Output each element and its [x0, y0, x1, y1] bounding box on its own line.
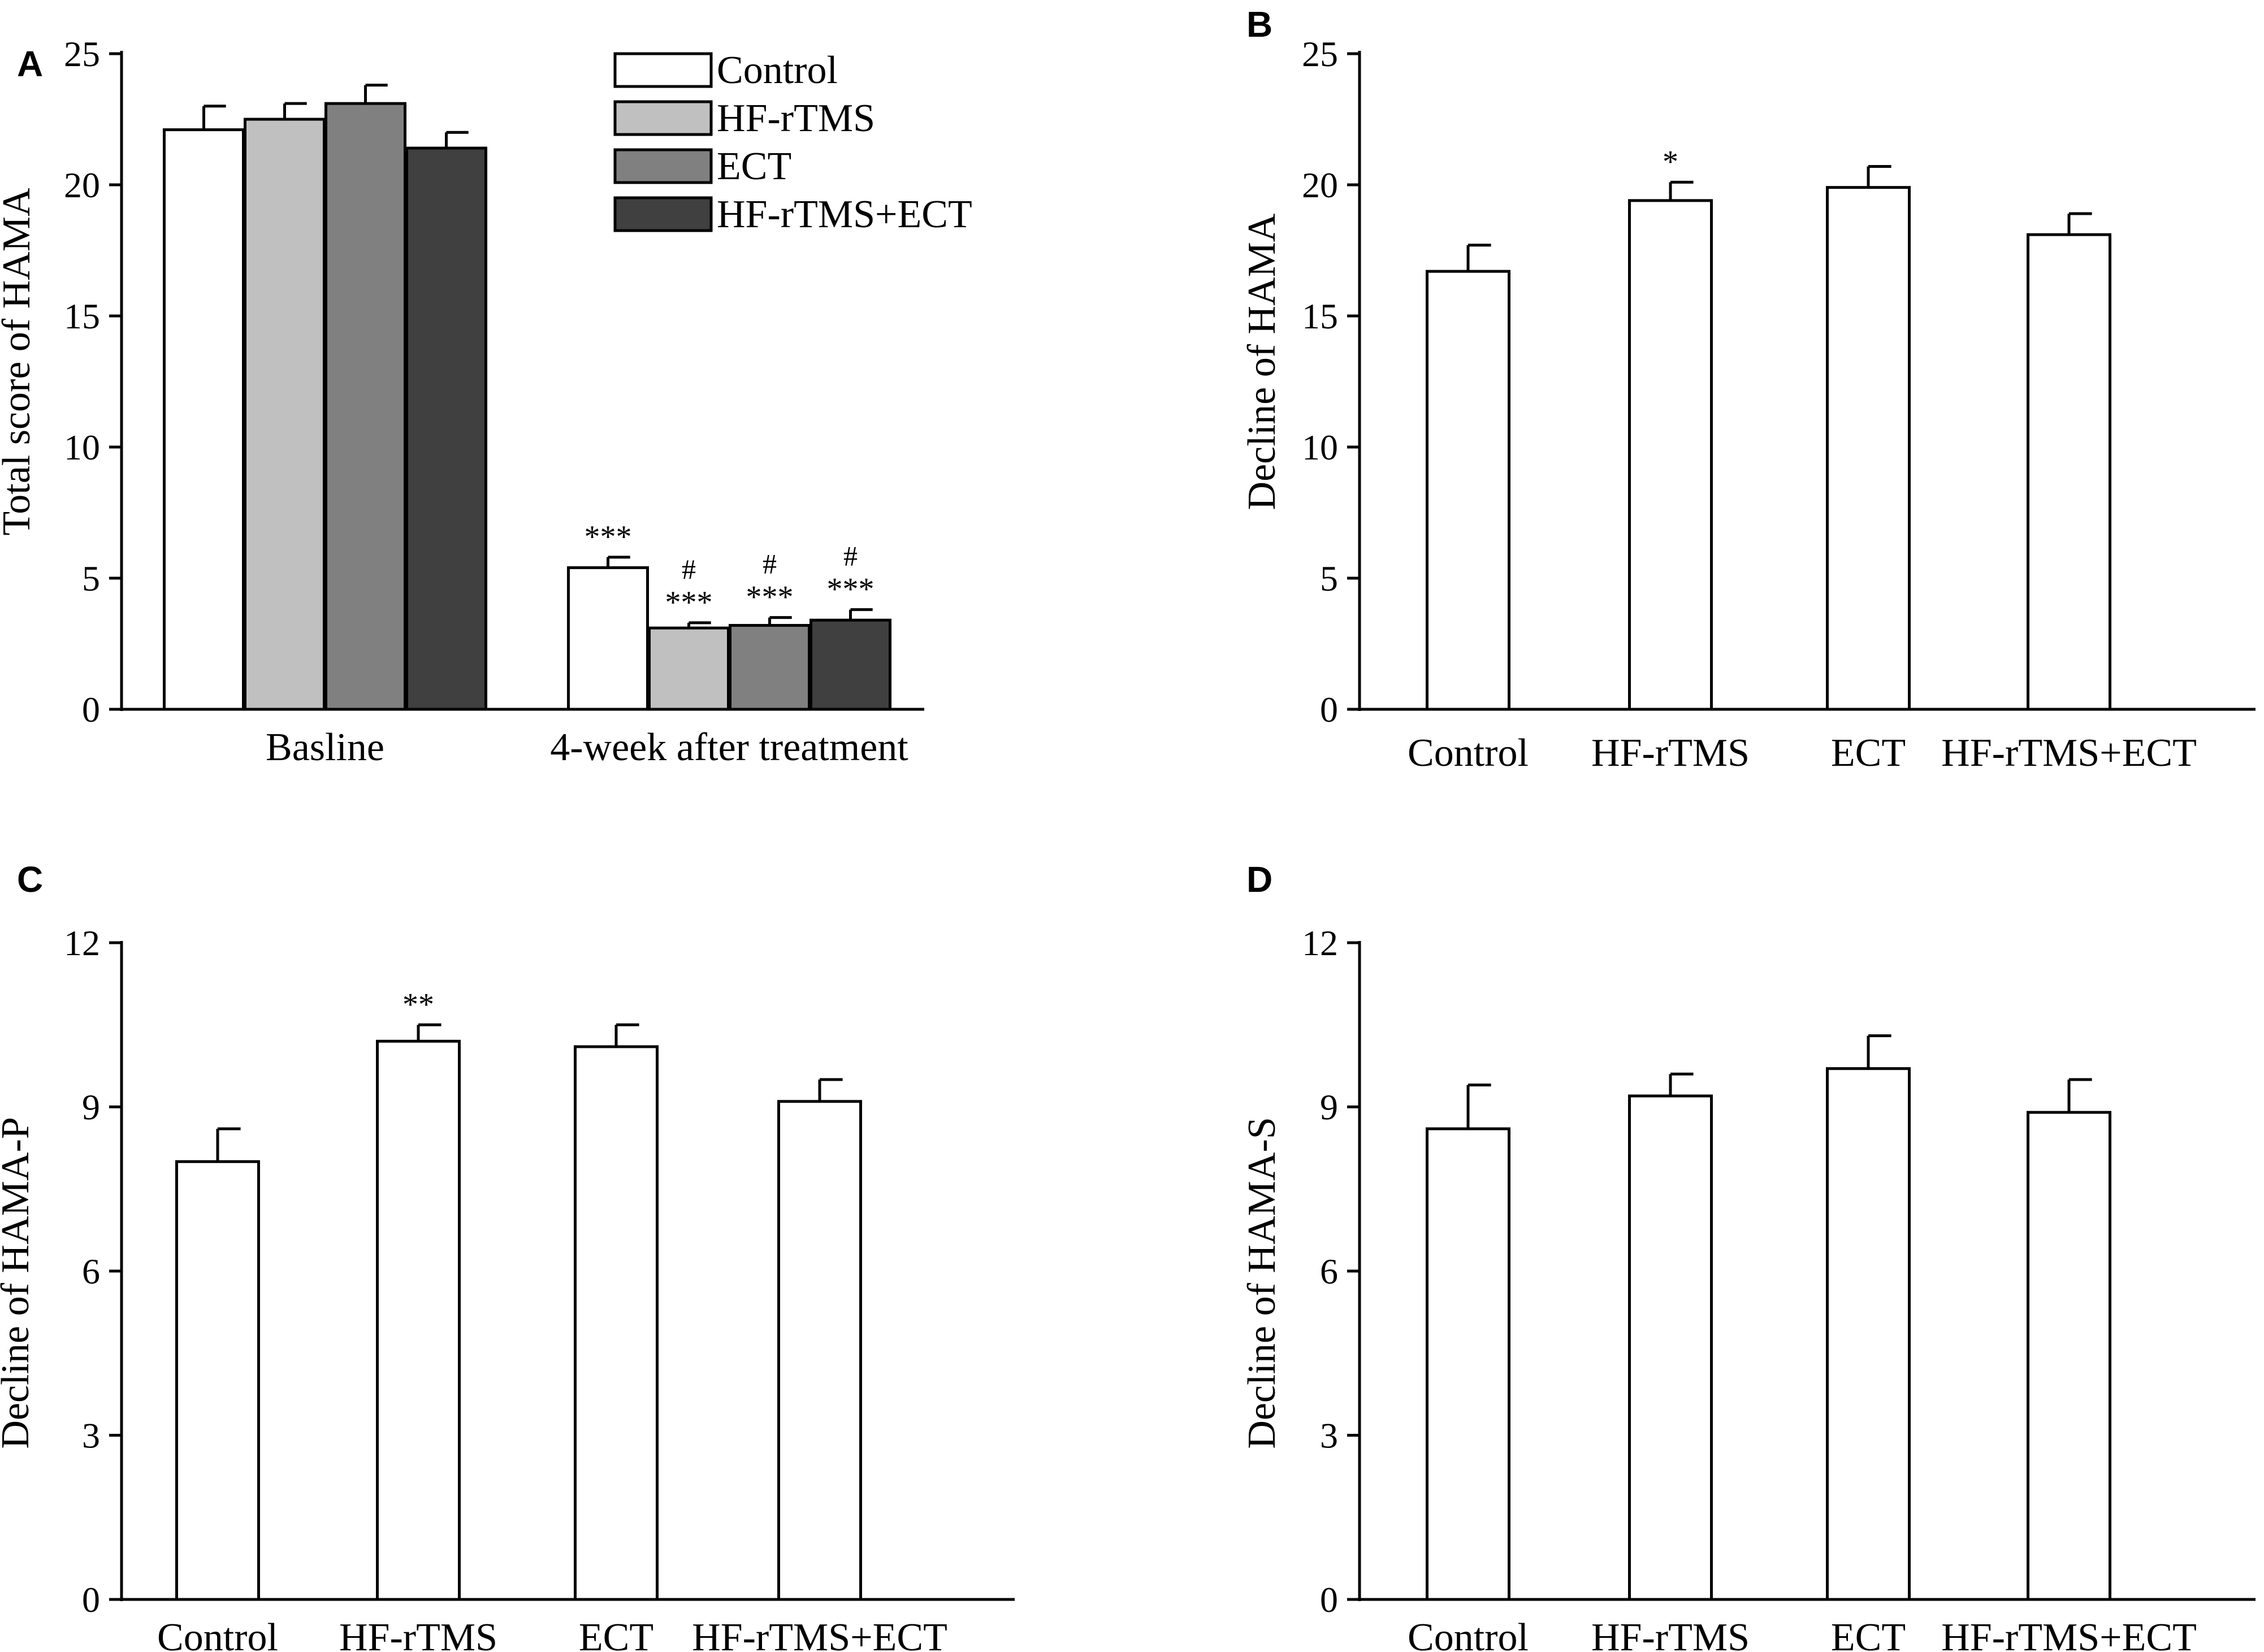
y-tick-label: 6 [82, 1251, 100, 1291]
y-tick-label: 25 [1302, 34, 1338, 74]
panel-b: B Decline of HAMA 0 5 10 15 20 25 Control * HF-… [1240, 4, 2256, 775]
y-tick-label: 0 [1320, 690, 1338, 730]
x-category-label: HF-rTMS [1591, 1616, 1750, 1652]
bar-hf-rtms-ect [2027, 233, 2111, 711]
y-tick-label: 0 [1320, 1580, 1338, 1620]
y-tick-label: 10 [1302, 427, 1338, 467]
x-category-label: Control [1408, 731, 1529, 775]
y-tick-label: 12 [64, 923, 100, 963]
y-tick-label: 3 [82, 1416, 100, 1456]
bar-hf-rtms [1628, 1094, 1713, 1601]
panel-b-ylabel: Decline of HAMA [1240, 213, 1284, 510]
panel-c: C Decline of HAMA-P 0 3 6 9 12 Control ** HF-r… [0, 859, 1015, 1652]
legend-label: ECT [717, 145, 791, 188]
x-category-label: ECT [1831, 731, 1906, 775]
bar-hf-rtms [376, 1039, 461, 1601]
panel-a-letter: A [17, 44, 43, 84]
x-category-label: ECT [579, 1616, 653, 1652]
legend-swatch [613, 100, 713, 136]
bar-ect-0 [324, 102, 406, 711]
bar-control [1426, 270, 1510, 711]
legend-label: Control [717, 49, 838, 92]
panel-a: A Total score of HAMA 0 5 10 15 20 25 Basline… [0, 34, 972, 769]
bar-2-1-annotation: *** [746, 580, 794, 615]
legend-label: HF-rTMS [717, 97, 875, 140]
bar-0-1-annotation: *** [585, 519, 632, 554]
bar-ect [574, 1045, 659, 1601]
y-tick-label: 0 [82, 690, 100, 730]
bar-3-1-annotation: *** [827, 572, 875, 607]
x-category-label: HF-rTMS+ECT [692, 1616, 947, 1652]
x-category-label: Control [1408, 1616, 1529, 1652]
legend-swatch [613, 52, 713, 88]
panel-b-letter: B [1246, 4, 1272, 45]
y-tick-label: 5 [1320, 558, 1338, 599]
bar-ect [1826, 1067, 1911, 1601]
y-tick-label: 12 [1302, 923, 1338, 963]
panel-d-ylabel: Decline of HAMA-S [1240, 1117, 1284, 1449]
panel-d-letter: D [1246, 859, 1272, 900]
y-tick-label: 9 [1320, 1087, 1338, 1128]
x-category-label: 4-week after treatment [550, 726, 908, 769]
y-tick-label: 0 [82, 1580, 100, 1620]
bar-control-1 [567, 566, 649, 711]
bar-control-0 [163, 128, 245, 711]
x-category-label: Basline [266, 726, 384, 769]
bar-ect-1 [729, 624, 811, 711]
panel-c-ylabel: Decline of HAMA-P [0, 1117, 37, 1449]
y-tick-label: 15 [1302, 296, 1338, 336]
bar-hf-rtms-ect [2027, 1111, 2111, 1601]
panel-c-letter: C [17, 859, 43, 900]
bar-control [175, 1160, 260, 1601]
y-tick-label: 20 [1302, 165, 1338, 205]
legend-swatch [613, 196, 713, 232]
y-tick-label: 20 [64, 165, 100, 205]
bar-hf-rtms-1 [648, 626, 730, 711]
bar-hf-rtms [1628, 199, 1713, 711]
panel-d: D Decline of HAMA-S 0 3 6 9 12 Control HF-rTM… [1240, 859, 2256, 1652]
x-category-label: HF-rTMS [1591, 731, 1750, 775]
x-category-label: HF-rTMS [339, 1616, 497, 1652]
y-tick-label: 5 [82, 558, 100, 599]
bar-B-1-annotation: * [1663, 144, 1678, 179]
y-tick-label: 25 [64, 34, 100, 74]
bar-ect [1826, 186, 1911, 711]
x-category-label: HF-rTMS+ECT [1941, 731, 2197, 775]
x-category-label: HF-rTMS+ECT [1941, 1616, 2197, 1652]
y-tick-label: 15 [64, 296, 100, 336]
bar-hf-rtms-ect [777, 1100, 862, 1601]
bar-1-1-annotation: *** [665, 585, 713, 620]
x-category-label: ECT [1831, 1616, 1906, 1652]
panel-a-ylabel: Total score of HAMA [0, 188, 38, 536]
y-tick-label: 9 [82, 1087, 100, 1128]
bar-3-1-annotation: # [843, 540, 858, 572]
bar-C-1-annotation: ** [402, 987, 434, 1022]
bar-control [1426, 1127, 1510, 1601]
bar-hf-rtms-ect-0 [405, 146, 487, 711]
y-tick-label: 10 [64, 427, 100, 467]
bar-hf-rtms-ect-1 [810, 618, 891, 711]
bar-2-1-annotation: # [763, 548, 777, 580]
legend-swatch [613, 148, 713, 184]
bar-1-1-annotation: # [682, 553, 696, 585]
y-tick-label: 6 [1320, 1251, 1338, 1291]
bar-hf-rtms-0 [244, 118, 326, 711]
legend-label: HF-rTMS+ECT [717, 193, 972, 236]
x-category-label: Control [157, 1616, 278, 1652]
y-tick-label: 3 [1320, 1416, 1338, 1456]
